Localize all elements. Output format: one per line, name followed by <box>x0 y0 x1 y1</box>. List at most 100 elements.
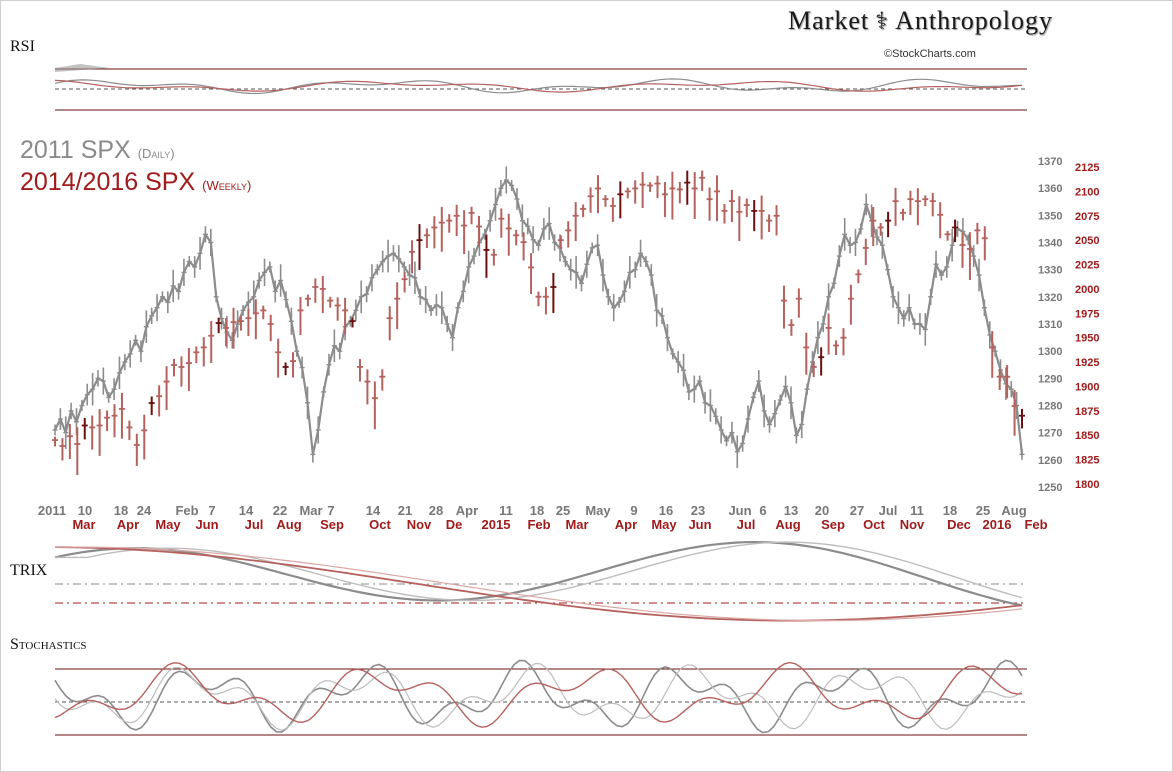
x-bottom-tick-label: 2016 <box>983 517 1012 532</box>
legend-2011-freq: (Daily) <box>137 146 175 161</box>
legend-2011: 2011 SPX (Daily) <box>20 136 175 165</box>
x-top-tick-label: Jun <box>728 503 751 518</box>
trix-red-signal <box>55 546 1023 622</box>
y-left-tick-label: 1250 <box>1038 482 1062 494</box>
stoch-red-line <box>54 661 1023 728</box>
x-top-tick-label: 25 <box>556 503 570 518</box>
credit-text: ©StockCharts.com <box>884 48 976 60</box>
y-left-tick-label: 1300 <box>1038 346 1062 358</box>
stoch-gray-line <box>54 659 1023 734</box>
x-top-tick-label: 23 <box>691 503 705 518</box>
x-bottom-tick-label: Jun <box>195 517 218 532</box>
x-top-tick-label: 25 <box>976 503 990 518</box>
x-top-tick-label: 24 <box>137 503 152 518</box>
x-bottom-tick-label: Aug <box>775 517 800 532</box>
y-left-tick-label: 1290 <box>1038 373 1062 385</box>
y-right-tick-label: 2075 <box>1075 211 1099 223</box>
series-2011-line <box>54 178 1024 455</box>
x-bottom-tick-label: Aug <box>276 517 301 532</box>
legend-2014: 2014/2016 SPX (Weekly) <box>20 168 251 197</box>
x-top-tick-label: May <box>585 503 611 518</box>
y-right-tick-label: 1925 <box>1075 357 1099 369</box>
trix-red-line <box>54 546 1023 622</box>
x-top-tick-label: Aug <box>1001 503 1026 518</box>
x-top-tick-label: 18 <box>943 503 957 518</box>
x-bottom-tick-label: Oct <box>369 517 391 532</box>
x-top-tick-label: 7 <box>327 503 334 518</box>
brand-left: Market <box>788 6 870 35</box>
x-bottom-tick-label: Apr <box>615 517 637 532</box>
brand-right: Anthropology <box>895 6 1053 35</box>
x-bottom-tick-label: Oct <box>863 517 885 532</box>
dna-icon: ⚕ <box>875 9 890 35</box>
y-right-tick-label: 2125 <box>1075 162 1099 174</box>
x-top-tick-label: 13 <box>784 503 798 518</box>
x-top-tick-label: 10 <box>78 503 92 518</box>
rsi-overbought-fill <box>55 64 110 72</box>
x-top-tick-label: 7 <box>208 503 215 518</box>
x-top-tick-label: 28 <box>429 503 443 518</box>
x-top-tick-label: 21 <box>398 503 412 518</box>
y-right-tick-label: 1900 <box>1075 381 1099 393</box>
x-top-tick-label: 14 <box>366 503 381 518</box>
x-bottom-tick-label: Sep <box>821 517 845 532</box>
x-bottom-tick-label: De <box>446 517 463 532</box>
y-right-tick-label: 1850 <box>1075 430 1099 442</box>
y-left-tick-label: 1280 <box>1038 401 1062 413</box>
y-right-tick-label: 1825 <box>1075 455 1099 467</box>
x-top-tick-label: 16 <box>659 503 673 518</box>
trix-gray-signal <box>55 541 1023 602</box>
y-right-tick-label: 2050 <box>1075 235 1099 247</box>
y-left-tick-label: 1350 <box>1038 210 1062 222</box>
stochastics-label: Stochastics <box>10 636 87 653</box>
x-top-tick-label: 18 <box>114 503 128 518</box>
y-left-tick-label: 1260 <box>1038 455 1062 467</box>
x-top-tick-label: 11 <box>910 503 924 518</box>
x-top-tick-label: 14 <box>239 503 254 518</box>
legend-2011-name: 2011 SPX <box>20 136 131 164</box>
y-right-tick-label: 2100 <box>1075 186 1099 198</box>
x-bottom-tick-label: Feb <box>527 517 550 532</box>
stoch-gray-signal <box>54 662 1023 731</box>
x-top-tick-label: Jul <box>879 503 898 518</box>
y-left-tick-label: 1320 <box>1038 292 1062 304</box>
x-bottom-tick-label: Nov <box>407 517 432 532</box>
trix-label: TRIX <box>10 562 48 579</box>
y-left-tick-label: 1310 <box>1038 319 1062 331</box>
x-top-tick-label: 9 <box>630 503 637 518</box>
y-left-tick-label: 1340 <box>1038 238 1062 250</box>
x-bottom-tick-label: Nov <box>900 517 925 532</box>
rsi-red-line <box>54 79 1023 93</box>
x-bottom-tick-label: May <box>155 517 181 532</box>
y-right-tick-label: 1975 <box>1075 308 1099 320</box>
y-right-tick-label: 1800 <box>1075 479 1099 491</box>
x-bottom-tick-label: Feb <box>1024 517 1047 532</box>
x-top-tick-label: 6 <box>759 503 766 518</box>
legend-2014-name: 2014/2016 SPX <box>20 168 196 196</box>
x-top-tick-label: 2011 <box>38 503 66 518</box>
y-right-tick-label: 1950 <box>1075 333 1099 345</box>
y-left-tick-label: 1330 <box>1038 265 1062 277</box>
x-bottom-tick-label: Mar <box>72 517 95 532</box>
y-right-tick-label: 1875 <box>1075 406 1099 418</box>
x-top-tick-label: 11 <box>499 503 513 518</box>
x-bottom-tick-label: Sep <box>320 517 344 532</box>
x-top-tick-label: Apr <box>456 503 478 518</box>
x-bottom-tick-label: Jul <box>245 517 264 532</box>
x-bottom-tick-label: Apr <box>117 517 139 532</box>
y-right-tick-label: 2000 <box>1075 284 1099 296</box>
brand-logo: Market ⚕ Anthropology <box>788 6 1053 36</box>
x-top-tick-label: Mar <box>299 503 322 518</box>
x-top-tick-label: 18 <box>530 503 544 518</box>
x-bottom-tick-label: Dec <box>947 517 971 532</box>
x-bottom-tick-label: Mar <box>565 517 588 532</box>
y-left-tick-label: 1370 <box>1038 156 1062 168</box>
x-bottom-tick-label: Jun <box>688 517 711 532</box>
x-top-tick-label: 20 <box>815 503 829 518</box>
x-bottom-tick-label: 2015 <box>482 517 511 532</box>
x-top-tick-label: 22 <box>273 503 287 518</box>
y-left-tick-label: 1360 <box>1038 183 1062 195</box>
x-bottom-tick-label: May <box>651 517 677 532</box>
